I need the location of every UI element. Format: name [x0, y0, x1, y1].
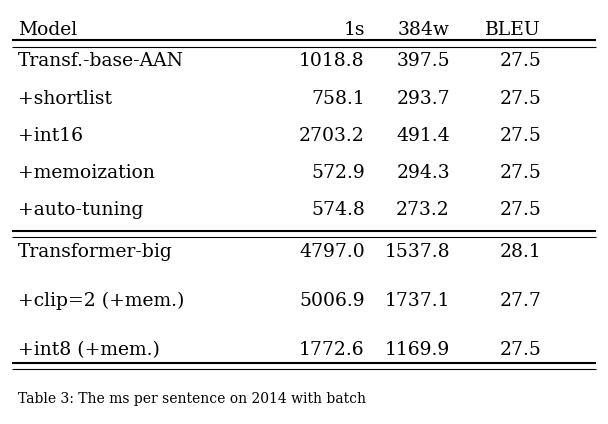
Text: 1772.6: 1772.6	[299, 341, 365, 359]
Text: Table 3: The ms per sentence on 2014 with batch: Table 3: The ms per sentence on 2014 wit…	[18, 391, 366, 406]
Text: 293.7: 293.7	[396, 89, 450, 108]
Text: 28.1: 28.1	[499, 243, 541, 261]
Text: 27.5: 27.5	[499, 341, 541, 359]
Text: 27.5: 27.5	[499, 164, 541, 182]
Text: Transformer-big: Transformer-big	[18, 243, 173, 261]
Text: 758.1: 758.1	[311, 89, 365, 108]
Text: Model: Model	[18, 21, 77, 39]
Text: 572.9: 572.9	[311, 164, 365, 182]
Text: 27.5: 27.5	[499, 201, 541, 219]
Text: +auto-tuning: +auto-tuning	[18, 201, 143, 219]
Text: Transf.-base-AAN: Transf.-base-AAN	[18, 53, 184, 70]
Text: 27.5: 27.5	[499, 127, 541, 145]
Text: 384w: 384w	[398, 21, 450, 39]
Text: +clip=2 (+mem.): +clip=2 (+mem.)	[18, 292, 185, 310]
Text: 1018.8: 1018.8	[299, 53, 365, 70]
Text: 1169.9: 1169.9	[385, 341, 450, 359]
Text: 2703.2: 2703.2	[299, 127, 365, 145]
Text: 1s: 1s	[344, 21, 365, 39]
Text: 574.8: 574.8	[311, 201, 365, 219]
Text: 1737.1: 1737.1	[384, 292, 450, 310]
Text: 397.5: 397.5	[396, 53, 450, 70]
Text: 294.3: 294.3	[396, 164, 450, 182]
Text: 5006.9: 5006.9	[299, 292, 365, 310]
Text: +int8 (+mem.): +int8 (+mem.)	[18, 341, 160, 359]
Text: 27.5: 27.5	[499, 53, 541, 70]
Text: 1537.8: 1537.8	[384, 243, 450, 261]
Text: +shortlist: +shortlist	[18, 89, 112, 108]
Text: +memoization: +memoization	[18, 164, 155, 182]
Text: 27.5: 27.5	[499, 89, 541, 108]
Text: 4797.0: 4797.0	[299, 243, 365, 261]
Text: 491.4: 491.4	[396, 127, 450, 145]
Text: 273.2: 273.2	[396, 201, 450, 219]
Text: BLEU: BLEU	[485, 21, 541, 39]
Text: +int16: +int16	[18, 127, 83, 145]
Text: 27.7: 27.7	[499, 292, 541, 310]
